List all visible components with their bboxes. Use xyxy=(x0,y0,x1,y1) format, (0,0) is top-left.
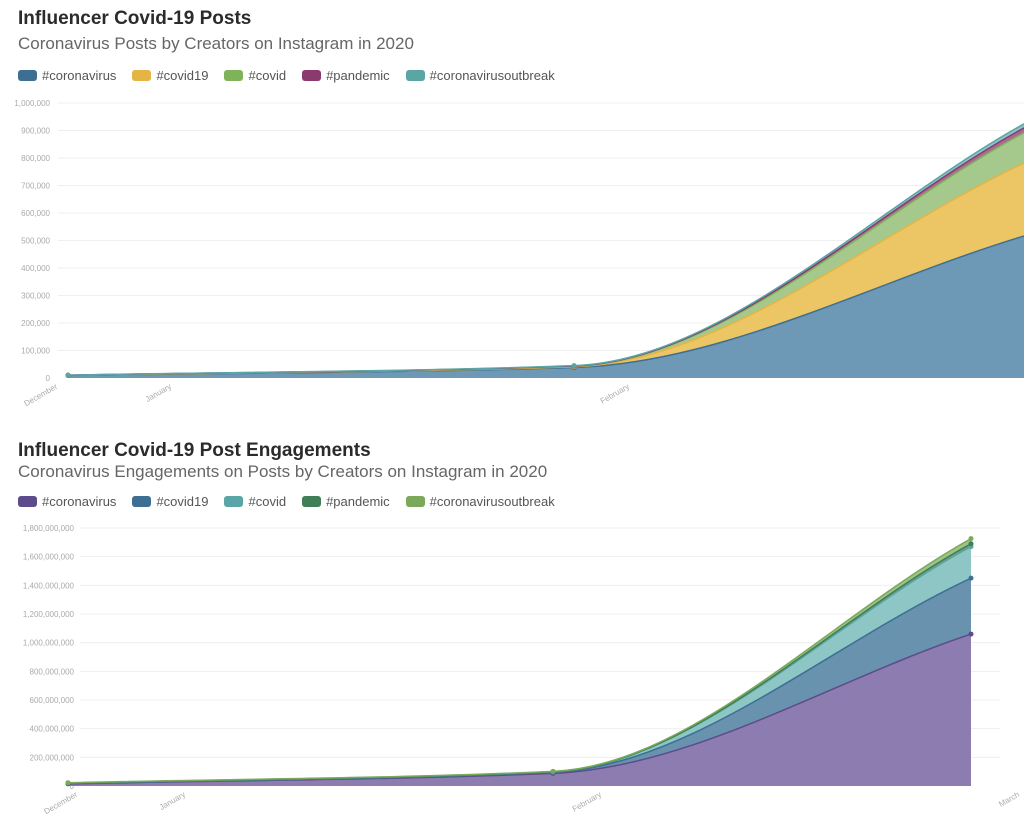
point-pandemic[interactable] xyxy=(968,541,974,547)
x-tick-label: March xyxy=(997,790,1021,809)
area-coronavirus xyxy=(68,634,971,786)
y-tick-label: 600,000,000 xyxy=(30,696,75,705)
legend-item-covid19[interactable]: #covid19 xyxy=(132,68,208,83)
y-tick-label: 200,000 xyxy=(21,319,50,328)
legend-swatch xyxy=(132,496,152,507)
y-tick-label: 800,000 xyxy=(21,154,50,163)
x-tick-label: January xyxy=(144,382,173,404)
x-tick-label: December xyxy=(43,790,80,816)
area-coronavirus xyxy=(68,236,1024,379)
legend-swatch xyxy=(405,496,425,507)
y-tick-label: 0 xyxy=(70,782,75,791)
point-coronavirus[interactable] xyxy=(968,631,974,637)
chart-2: 0 200,000,000 400,000,000 600,000,000 800,00… xyxy=(23,524,1021,816)
legend-label: #pandemic xyxy=(326,68,390,83)
y-tick-label: 200,000,000 xyxy=(30,753,75,762)
legend-item-pandemic[interactable]: #pandemic xyxy=(302,494,390,509)
y-tick-label: 1,000,000,000 xyxy=(23,639,75,648)
y-tick-label: 500,000 xyxy=(21,237,50,246)
legend-label: #coronavirusoutbreak xyxy=(429,494,555,509)
legend-swatch xyxy=(18,70,37,81)
x-tick-label: January xyxy=(158,790,187,812)
legend-swatch xyxy=(18,496,37,507)
y-tick-label: 1,800,000,000 xyxy=(23,524,75,533)
chart-1-subtitle: Coronavirus Posts by Creators on Instagr… xyxy=(18,34,414,53)
legend-label: #coronavirus xyxy=(42,68,117,83)
point-covid19[interactable] xyxy=(968,575,974,581)
y-tick-label: 100,000 xyxy=(21,347,50,356)
legend-swatch xyxy=(224,496,244,507)
x-tick-label: December xyxy=(23,382,60,408)
x-tick-label: February xyxy=(571,790,603,814)
legend-label: #covid19 xyxy=(156,68,209,83)
legend-swatch xyxy=(132,70,152,81)
y-tick-label: 1,400,000,000 xyxy=(23,581,75,590)
y-tick-label: 1,600,000,000 xyxy=(23,553,75,562)
legend-item-coronavirus[interactable]: #coronavirus xyxy=(18,68,116,83)
legend-swatch xyxy=(302,70,322,81)
legend-item-covid[interactable]: #covid xyxy=(224,494,286,509)
legend-item-coronavirusoutbreak[interactable]: #coronavirusoutbreak xyxy=(405,494,555,509)
point-coronavirusoutbreak[interactable] xyxy=(550,768,556,774)
y-tick-label: 400,000 xyxy=(21,264,50,273)
legend-label: #coronavirusoutbreak xyxy=(429,68,555,83)
legend-swatch xyxy=(405,70,425,81)
y-tick-label: 400,000,000 xyxy=(30,725,75,734)
y-tick-label: 1,000,000 xyxy=(14,99,50,108)
legend-label: #coronavirus xyxy=(42,494,117,509)
legend-item-covid19[interactable]: #covid19 xyxy=(132,494,208,509)
chart-2-legend: #coronavirus #covid19 #covid #pandemic #coro… xyxy=(18,494,555,509)
chart-1-title: Influencer Covid-19 Posts xyxy=(18,8,252,29)
y-tick-label: 0 xyxy=(46,374,51,383)
legend-label: #covid19 xyxy=(156,494,209,509)
chart-1-legend: #coronavirus #covid19 #covid #pandemic #coro… xyxy=(18,68,555,83)
point-coronavirusoutbreak[interactable] xyxy=(65,372,71,378)
y-tick-label: 700,000 xyxy=(21,182,50,191)
y-tick-label: 800,000,000 xyxy=(30,667,75,676)
legend-label: #covid xyxy=(248,494,287,509)
legend-item-pandemic[interactable]: #pandemic xyxy=(302,68,390,83)
legend-label: #covid xyxy=(248,68,287,83)
x-tick-label: February xyxy=(599,382,631,406)
chart-2-subtitle: Coronavirus Engagements on Posts by Crea… xyxy=(18,462,548,481)
point-coronavirusoutbreak[interactable] xyxy=(968,536,974,542)
legend-item-covid[interactable]: #covid xyxy=(224,68,286,83)
legend-swatch xyxy=(224,70,244,81)
y-tick-label: 300,000 xyxy=(21,292,50,301)
y-tick-label: 1,200,000,000 xyxy=(23,610,75,619)
legend-label: #pandemic xyxy=(326,494,390,509)
point-coronavirusoutbreak[interactable] xyxy=(65,780,71,786)
legend-item-coronavirus[interactable]: #coronavirus xyxy=(18,494,116,509)
legend-swatch xyxy=(302,496,322,507)
point-coronavirusoutbreak[interactable] xyxy=(571,363,577,369)
y-tick-label: 600,000 xyxy=(21,209,50,218)
y-tick-label: 900,000 xyxy=(21,127,50,136)
chart-1: 0 100,000 200,000 300,000 400,000 500,000 600,… xyxy=(14,99,1024,408)
legend-item-coronavirusoutbreak[interactable]: #coronavirusoutbreak xyxy=(405,68,555,83)
chart-2-title: Influencer Covid-19 Post Engagements xyxy=(18,440,371,461)
